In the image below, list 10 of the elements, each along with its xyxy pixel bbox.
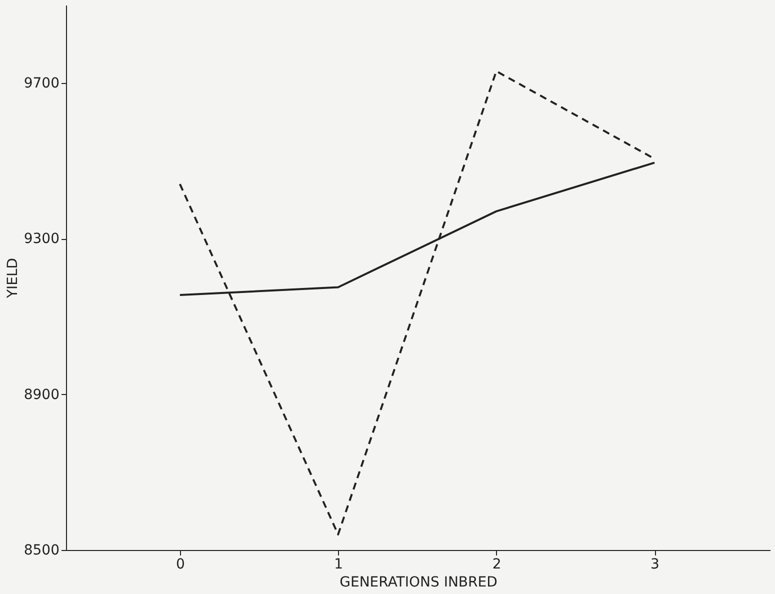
y-tick-label: 8500	[24, 542, 60, 558]
x-tick-label: 1	[334, 556, 344, 572]
x-tick-label: 2	[492, 556, 502, 572]
y-tick-label: 9300	[24, 231, 60, 248]
x-axis-title: GENERATIONS INBRED	[340, 574, 498, 590]
x-tick-label: 0	[176, 556, 185, 572]
y-tick-label: 8900	[24, 386, 60, 403]
x-tick-label: 3	[650, 556, 660, 572]
y-tick-label: 9700	[24, 75, 60, 92]
y-axis-title: YIELD	[4, 258, 21, 300]
